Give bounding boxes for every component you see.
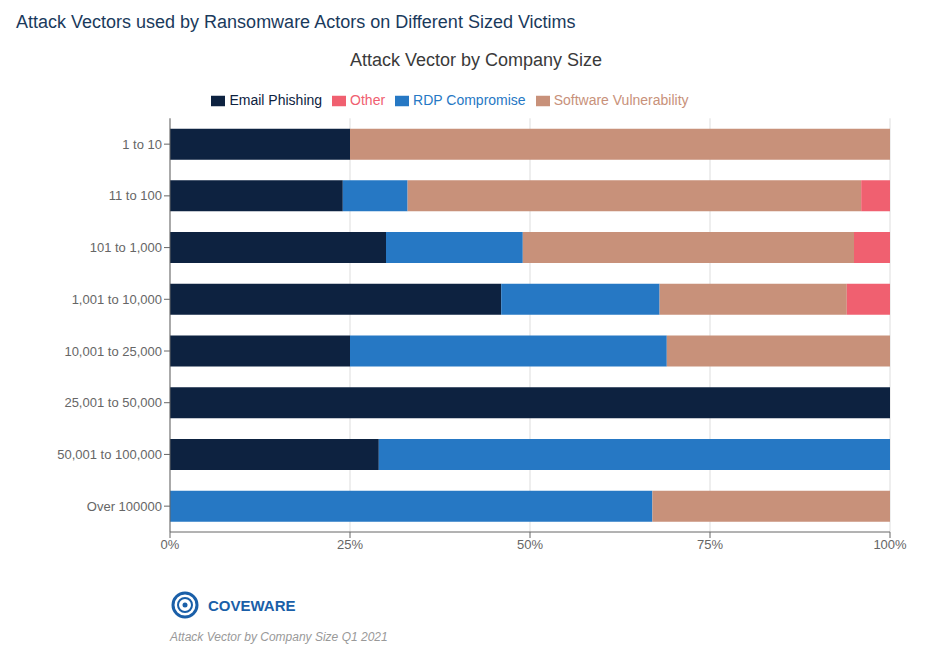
svg-text:75%: 75%	[697, 537, 723, 552]
svg-text:50,001 to 100,000: 50,001 to 100,000	[57, 447, 162, 462]
html-text:Email Phishing: Email Phishing	[229, 92, 323, 108]
svg-text:25,001 to 50,000: 25,001 to 50,000	[64, 395, 162, 410]
html-text:Software Vulnerability: Software Vulnerability	[553, 92, 689, 108]
svg-text:Over 100000: Over 100000	[87, 499, 162, 514]
svg-text:0%: 0%	[161, 537, 180, 552]
html-text:Other: Other	[350, 92, 386, 108]
svg-text:1 to 10: 1 to 10	[122, 137, 162, 152]
svg-text:101 to 1,000: 101 to 1,000	[90, 240, 162, 255]
html-text:COVEWARE: COVEWARE	[208, 596, 296, 614]
svg-text:1,001 to 10,000: 1,001 to 10,000	[72, 292, 162, 307]
html-text:RDP Compromise: RDP Compromise	[413, 92, 526, 108]
html-text:Attack Vector by Company Size: Attack Vector by Company Size Q1 2021	[170, 630, 388, 644]
html-text:Attack Vector by Company Size: Attack Vector by Company Size	[349, 50, 603, 70]
svg-text:50%: 50%	[517, 537, 543, 552]
svg-text:11 to 100: 11 to 100	[109, 188, 162, 203]
svg-text:25%: 25%	[337, 537, 363, 552]
svg-text:100%: 100%	[873, 537, 907, 552]
html-text:Attack Vectors used by Ransomw: Attack Vectors used by Ransomware Actors…	[16, 12, 576, 32]
svg-text:10,001 to 25,000: 10,001 to 25,000	[64, 344, 162, 359]
